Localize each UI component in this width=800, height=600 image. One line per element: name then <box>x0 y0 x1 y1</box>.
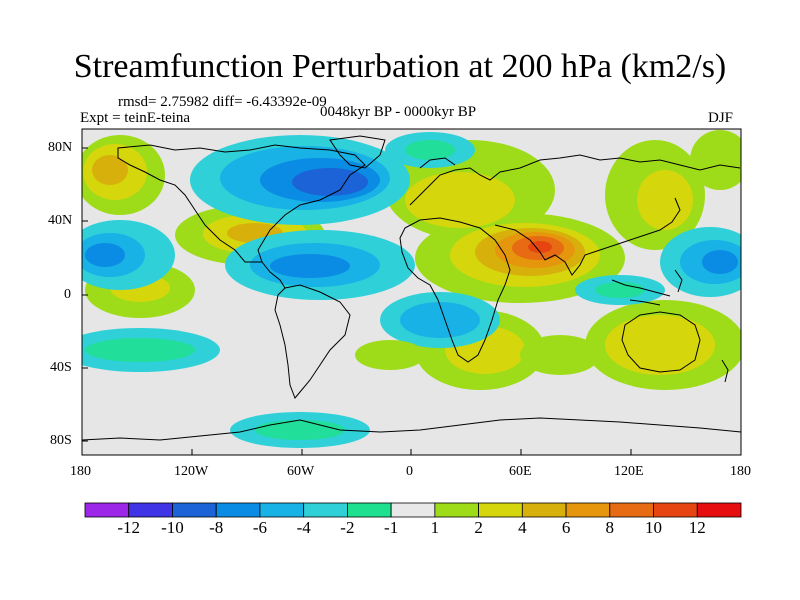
colorbar-label: 10 <box>645 518 663 537</box>
lon-tick-label: 180 <box>70 464 91 479</box>
lat-tick-label: 80S <box>50 433 72 448</box>
lat-tick-label: 80N <box>48 140 73 155</box>
coastlines <box>82 135 741 441</box>
lon-tick-label: 120W <box>174 464 209 479</box>
period-label: 0048kyr BP - 0000kyr BP <box>320 104 477 120</box>
southern-green-regions <box>355 335 600 375</box>
chart-title: Streamfunction Perturbation at 200 hPa (… <box>73 48 727 85</box>
lon-tick-label: 180 <box>730 464 751 479</box>
tick-marks <box>81 147 742 455</box>
orange-regions <box>92 155 585 276</box>
colorbar-swatch <box>172 502 217 518</box>
colorbar-swatch <box>303 502 348 518</box>
lon-tick-label: 60E <box>509 464 532 479</box>
colorbar-swatch <box>521 502 567 518</box>
colorbar-label: 4 <box>518 518 527 537</box>
colorbar-label: -6 <box>252 518 268 537</box>
colorbar-swatch <box>478 502 523 518</box>
colorbar-label: -12 <box>117 518 141 537</box>
colorbar-label: -1 <box>384 518 399 537</box>
colorbar-swatch <box>259 502 305 518</box>
colorbar-swatch <box>653 502 698 518</box>
colorbar-label: 12 <box>688 518 706 537</box>
lat-tick-label: 40N <box>48 213 73 228</box>
colorbar-label: 2 <box>474 518 483 537</box>
teal-regions <box>85 140 645 440</box>
colorbar-label: 6 <box>561 518 571 537</box>
colorbar-label: -8 <box>209 518 224 537</box>
lat-tick-label: 0 <box>64 287 71 302</box>
colorbar-label: -4 <box>296 518 311 537</box>
colorbar <box>84 502 742 518</box>
colorbar-swatch <box>565 502 611 518</box>
lon-tick-label: 120E <box>614 464 644 479</box>
blue-regions <box>85 158 738 278</box>
colorbar-label: 8 <box>605 518 615 537</box>
colorbar-label: 1 <box>430 518 440 537</box>
colorbar-swatch <box>390 502 436 518</box>
colorbar-swatch <box>434 502 480 518</box>
colorbar-label: -10 <box>161 518 184 537</box>
colorbar-swatch <box>609 502 654 518</box>
season-label: DJF <box>708 110 734 126</box>
lon-tick-label: 0 <box>406 464 413 479</box>
lat-tick-label: 40S <box>50 360 72 375</box>
colorbar-swatch <box>84 502 130 518</box>
stats-text: rmsd= 2.75982 diff= -6.43392e-09 <box>118 94 327 110</box>
colorbar-label: -2 <box>340 518 355 537</box>
colorbar-swatch <box>346 502 392 518</box>
colorbar-swatch <box>696 502 742 518</box>
lon-tick-label: 60W <box>287 464 315 479</box>
colorbar-swatch <box>128 502 173 518</box>
colorbar-swatch <box>215 502 261 518</box>
experiment-label: Expt = teinE-teina <box>80 110 191 126</box>
